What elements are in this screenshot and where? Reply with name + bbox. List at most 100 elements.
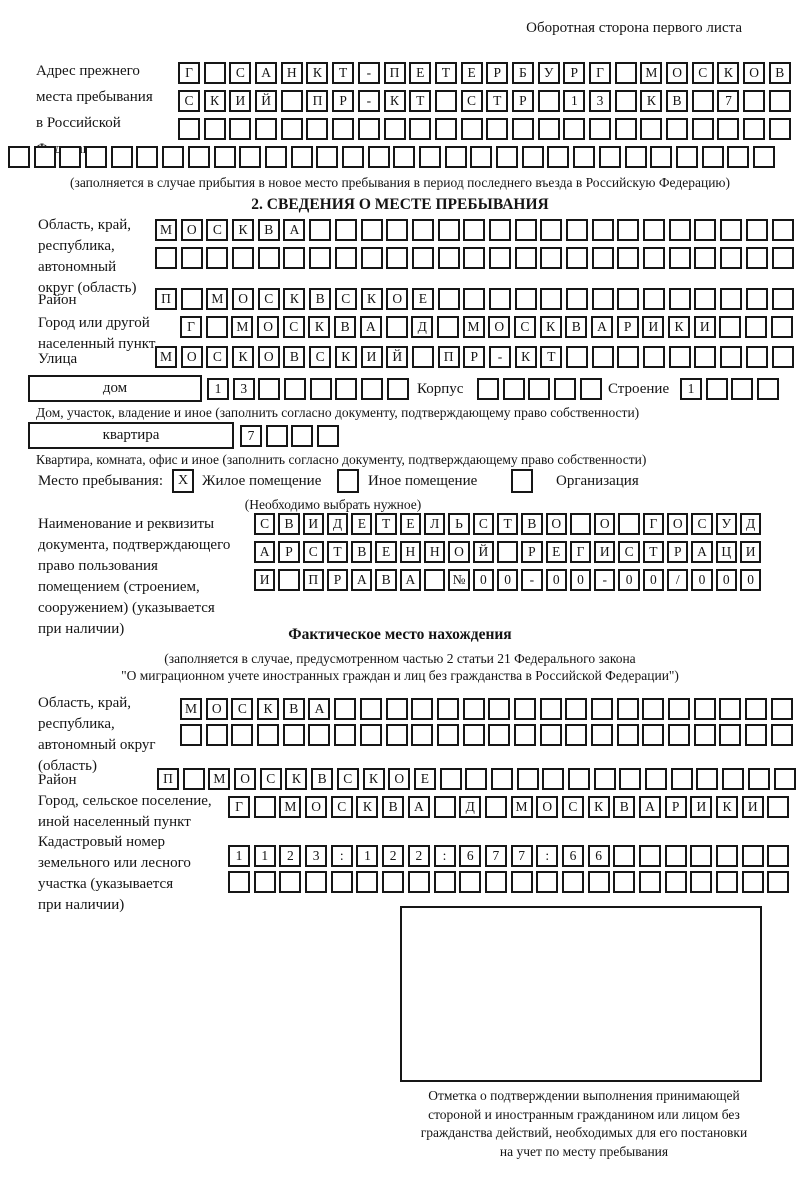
char-box[interactable]: О: [667, 513, 689, 535]
char-box[interactable]: [283, 247, 306, 269]
char-box[interactable]: М: [155, 219, 177, 241]
char-box[interactable]: [537, 90, 560, 112]
char-box[interactable]: [614, 62, 637, 84]
char-box[interactable]: Й: [386, 346, 409, 368]
char-box[interactable]: [335, 378, 358, 400]
char-box[interactable]: [693, 698, 716, 720]
char-box[interactable]: М: [206, 288, 229, 310]
char-box[interactable]: [591, 288, 614, 310]
char-box[interactable]: [643, 288, 666, 310]
char-box[interactable]: [591, 346, 614, 368]
char-box[interactable]: П: [306, 90, 329, 112]
char-box[interactable]: [720, 247, 743, 269]
char-box[interactable]: М: [640, 62, 663, 84]
char-box[interactable]: [513, 698, 536, 720]
char-box[interactable]: -: [521, 569, 543, 591]
char-box[interactable]: [486, 118, 509, 140]
char-box[interactable]: [773, 768, 796, 790]
char-box[interactable]: О: [448, 541, 470, 563]
char-box[interactable]: [668, 698, 691, 720]
char-box[interactable]: В: [565, 316, 588, 338]
checkbox-other-premises[interactable]: [337, 469, 359, 493]
char-box[interactable]: [616, 698, 639, 720]
char-box[interactable]: [514, 288, 537, 310]
char-box[interactable]: [434, 90, 457, 112]
char-box[interactable]: В: [311, 768, 334, 790]
char-box[interactable]: [664, 845, 687, 867]
char-box[interactable]: Г: [180, 316, 202, 338]
char-box[interactable]: [382, 871, 405, 893]
char-box[interactable]: О: [743, 62, 766, 84]
char-box[interactable]: [437, 288, 460, 310]
char-box[interactable]: П: [383, 62, 406, 84]
char-box[interactable]: 1: [680, 378, 702, 400]
char-box[interactable]: [257, 247, 280, 269]
char-box[interactable]: [540, 219, 563, 241]
char-box[interactable]: Т: [540, 346, 563, 368]
char-box[interactable]: У: [537, 62, 560, 84]
char-box[interactable]: Н: [280, 62, 303, 84]
char-box[interactable]: -: [488, 346, 511, 368]
char-box[interactable]: [675, 146, 698, 168]
char-box[interactable]: О: [594, 513, 616, 535]
char-box[interactable]: [767, 845, 790, 867]
char-box[interactable]: [459, 871, 482, 893]
char-box[interactable]: [767, 871, 790, 893]
char-box[interactable]: Л: [424, 513, 446, 535]
char-box[interactable]: [367, 146, 390, 168]
char-box[interactable]: С: [691, 513, 713, 535]
char-box[interactable]: [579, 378, 602, 400]
char-box[interactable]: Р: [563, 62, 586, 84]
char-box[interactable]: [539, 724, 562, 746]
char-box[interactable]: [437, 247, 460, 269]
char-box[interactable]: [745, 346, 768, 368]
char-box[interactable]: 0: [642, 569, 665, 591]
char-box[interactable]: 2: [407, 845, 430, 867]
char-box[interactable]: [613, 845, 636, 867]
char-box[interactable]: К: [203, 90, 226, 112]
char-box[interactable]: [642, 698, 665, 720]
char-box[interactable]: [436, 724, 459, 746]
char-box[interactable]: С: [472, 513, 494, 535]
char-box[interactable]: [770, 698, 793, 720]
char-box[interactable]: А: [399, 569, 422, 591]
char-box[interactable]: -: [357, 62, 380, 84]
char-box[interactable]: Й: [472, 541, 494, 563]
char-box[interactable]: К: [283, 288, 306, 310]
char-box[interactable]: [770, 316, 793, 338]
char-box[interactable]: [444, 146, 467, 168]
char-box[interactable]: 0: [569, 569, 592, 591]
char-box[interactable]: М: [208, 768, 231, 790]
char-box[interactable]: С: [513, 316, 536, 338]
char-box[interactable]: В: [278, 513, 300, 535]
char-box[interactable]: [258, 378, 281, 400]
char-box[interactable]: [477, 378, 499, 400]
char-box[interactable]: 6: [561, 845, 584, 867]
char-box[interactable]: -: [594, 569, 616, 591]
char-box[interactable]: :: [536, 845, 559, 867]
char-box[interactable]: [359, 724, 382, 746]
char-box[interactable]: [180, 247, 203, 269]
char-box[interactable]: 1: [563, 90, 586, 112]
char-box[interactable]: [770, 724, 793, 746]
char-box[interactable]: [228, 871, 250, 893]
char-box[interactable]: [643, 247, 666, 269]
char-box[interactable]: [745, 219, 768, 241]
char-box[interactable]: [330, 871, 353, 893]
char-box[interactable]: С: [618, 541, 640, 563]
char-box[interactable]: Т: [375, 513, 397, 535]
char-box[interactable]: В: [375, 569, 397, 591]
char-box[interactable]: [539, 698, 562, 720]
char-box[interactable]: Е: [351, 513, 373, 535]
char-box[interactable]: [305, 871, 328, 893]
char-box[interactable]: Р: [616, 316, 639, 338]
char-box[interactable]: В: [666, 90, 689, 112]
char-box[interactable]: О: [488, 316, 511, 338]
char-box[interactable]: [554, 378, 577, 400]
char-box[interactable]: [745, 288, 768, 310]
char-box[interactable]: О: [666, 62, 689, 84]
char-box[interactable]: Р: [463, 346, 486, 368]
char-box[interactable]: 0: [691, 569, 713, 591]
char-box[interactable]: [568, 768, 590, 790]
char-box[interactable]: [360, 219, 383, 241]
